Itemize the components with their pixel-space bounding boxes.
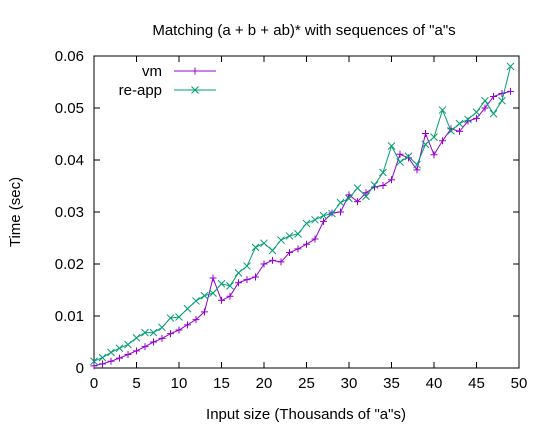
x-tick-label: 10 [171, 375, 188, 392]
data-point-vm [133, 347, 140, 354]
data-point-re-app [116, 345, 123, 352]
x-tick-label: 40 [426, 375, 443, 392]
data-point-vm [167, 330, 174, 337]
data-point-re-app [125, 341, 132, 348]
data-point-vm [218, 297, 225, 304]
y-tick-label: 0 [76, 360, 84, 377]
data-point-re-app [507, 63, 514, 70]
data-point-re-app [184, 305, 191, 312]
y-axis-label: Time (sec) [7, 177, 24, 247]
data-point-vm [108, 358, 115, 365]
data-point-vm [116, 355, 123, 362]
legend-label-re-app: re-app [119, 82, 162, 99]
data-point-re-app [269, 247, 276, 254]
data-point-vm [431, 151, 438, 158]
x-tick-label: 15 [213, 375, 230, 392]
plot-area-frame [94, 56, 519, 368]
data-point-re-app [227, 282, 234, 289]
data-point-vm [490, 93, 497, 100]
data-point-vm [150, 339, 157, 346]
data-point-re-app [490, 110, 497, 117]
data-point-vm [507, 88, 514, 95]
data-point-re-app [439, 107, 446, 114]
data-point-vm [312, 236, 319, 243]
data-point-re-app [193, 297, 200, 304]
data-point-re-app [388, 142, 395, 149]
data-point-vm [125, 351, 132, 358]
data-point-vm [99, 360, 106, 367]
data-point-vm [380, 182, 387, 189]
data-point-re-app [337, 199, 344, 206]
data-point-vm [210, 275, 217, 282]
data-point-vm [261, 261, 268, 268]
y-tick-label: 0.01 [55, 308, 84, 325]
x-axis-label: Input size (Thousands of "a"s) [206, 406, 406, 423]
data-point-vm [176, 327, 183, 334]
data-point-re-app [252, 244, 259, 251]
chart-title: Matching (a + b + ab)* with sequences of… [152, 22, 455, 39]
data-point-re-app [159, 324, 166, 331]
x-tick-label: 50 [511, 375, 528, 392]
y-tick-label: 0.02 [55, 256, 84, 273]
data-point-re-app [380, 169, 387, 176]
data-point-re-app [99, 354, 106, 361]
data-point-vm [388, 176, 395, 183]
data-point-vm [227, 293, 234, 300]
x-tick-label: 20 [256, 375, 273, 392]
y-tick-label: 0.06 [55, 48, 84, 65]
data-point-re-app [473, 109, 480, 116]
legend-label-vm: vm [142, 63, 162, 80]
data-point-vm [235, 279, 242, 286]
data-point-re-app [278, 237, 285, 244]
data-point-re-app [354, 185, 361, 192]
legend: vm re-app [119, 63, 216, 99]
x-tick-label: 0 [90, 375, 98, 392]
data-point-vm [337, 209, 344, 216]
data-point-vm [303, 241, 310, 248]
data-point-re-app [133, 334, 140, 341]
y-tick-label: 0.04 [55, 152, 84, 169]
data-point-vm [244, 276, 251, 283]
x-tick-label: 5 [132, 375, 140, 392]
x-tick-label: 30 [341, 375, 358, 392]
series-line-re-app [94, 66, 511, 361]
data-point-re-app [431, 134, 438, 141]
data-point-re-app [456, 120, 463, 127]
data-point-vm [269, 257, 276, 264]
data-point-re-app [482, 97, 489, 104]
x-tick-label: 25 [298, 375, 315, 392]
data-point-vm [295, 245, 302, 252]
data-point-re-app [312, 216, 319, 223]
data-point-re-app [261, 240, 268, 247]
legend-marker-vm [192, 68, 199, 75]
data-point-re-app [210, 290, 217, 297]
data-point-vm [142, 343, 149, 350]
series-layer [91, 63, 515, 370]
data-point-re-app [218, 280, 225, 287]
data-point-re-app [108, 349, 115, 356]
data-point-vm [184, 321, 191, 328]
y-tick-label: 0.03 [55, 204, 84, 221]
series-re-app [91, 63, 515, 365]
x-tick-label: 35 [383, 375, 400, 392]
data-point-vm [439, 137, 446, 144]
data-point-re-app [303, 220, 310, 227]
data-point-re-app [499, 97, 506, 104]
data-point-re-app [235, 269, 242, 276]
data-point-vm [252, 274, 259, 281]
data-point-re-app [286, 232, 293, 239]
x-tick-label: 45 [468, 375, 485, 392]
data-point-vm [422, 130, 429, 137]
data-point-re-app [244, 263, 251, 270]
y-tick-label: 0.05 [55, 100, 84, 117]
data-point-vm [159, 335, 166, 342]
data-point-re-app [295, 230, 302, 237]
data-point-re-app [201, 292, 208, 299]
